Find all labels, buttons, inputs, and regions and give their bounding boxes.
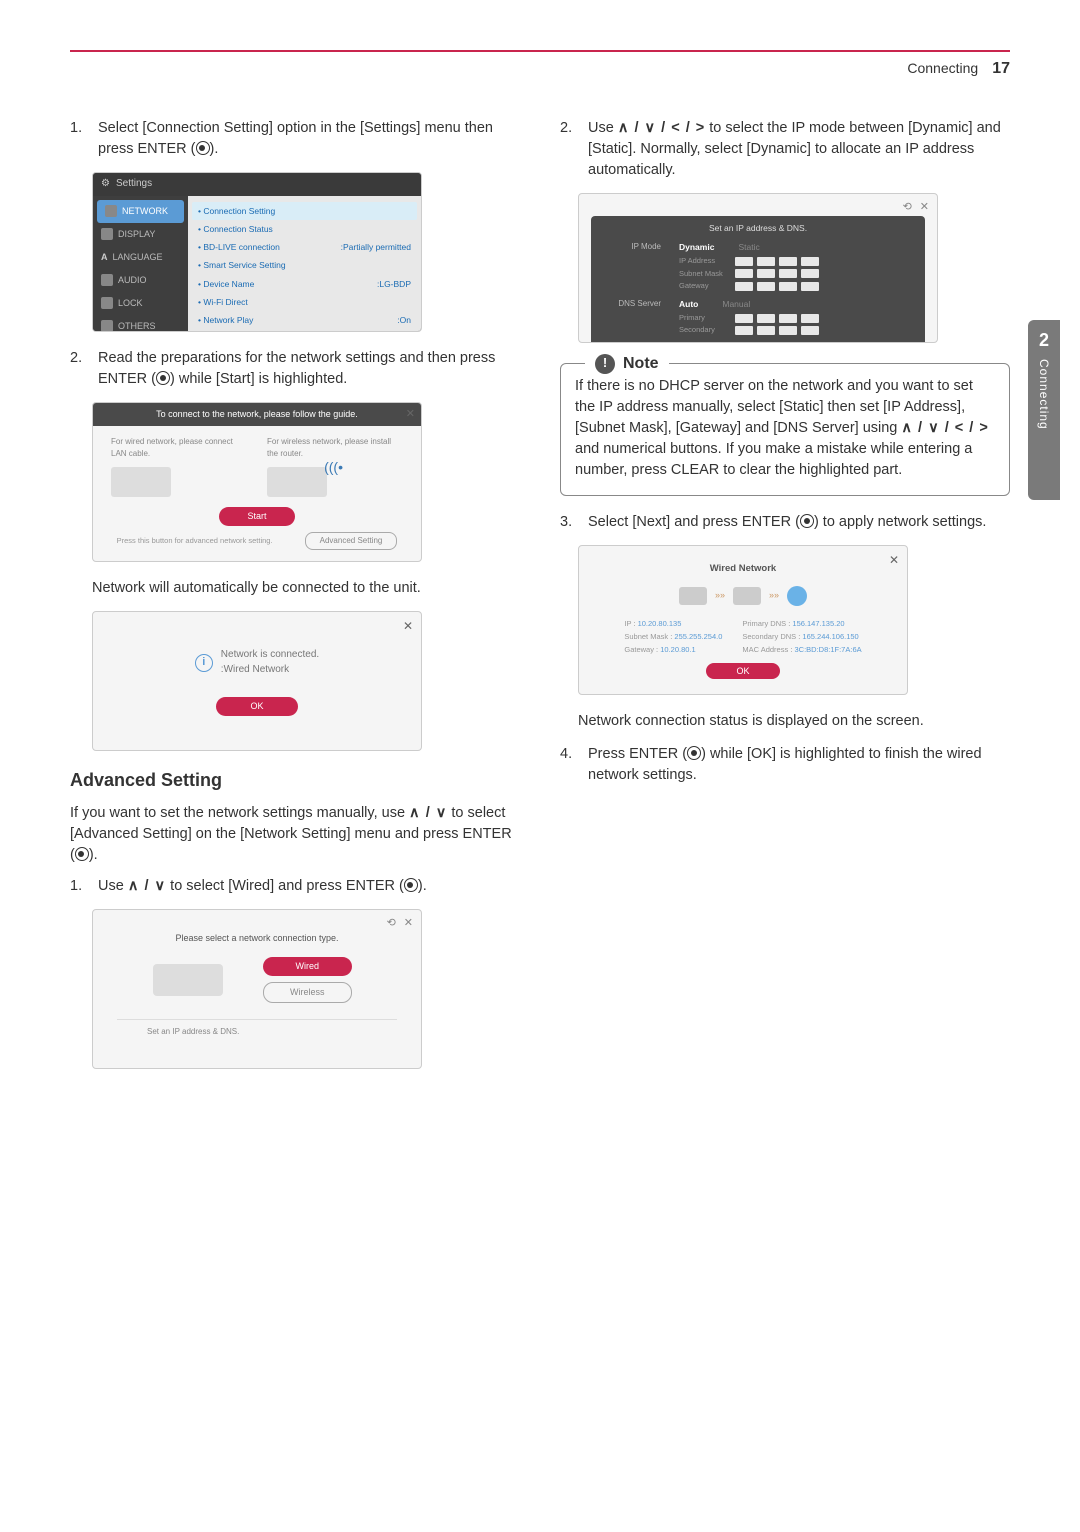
enter-icon bbox=[800, 514, 814, 528]
warning-icon: ! bbox=[595, 354, 615, 374]
info-icon: i bbox=[195, 654, 213, 672]
router-icon bbox=[267, 467, 327, 497]
ss-title-bar: ⚙ Settings bbox=[93, 173, 421, 196]
ok-button: OK bbox=[706, 663, 779, 679]
caption-auto-connect: Network will automatically be connected … bbox=[92, 578, 520, 599]
screenshot-conn-type: ⟲✕ Please select a network connection ty… bbox=[92, 909, 422, 1069]
others-icon bbox=[101, 320, 113, 332]
gear-icon: ⚙ bbox=[101, 177, 110, 192]
screenshot-ip-settings: ⟲✕ Set an IP address & DNS. IP Mode Dyna… bbox=[578, 193, 938, 343]
wired-button: Wired bbox=[263, 957, 352, 976]
screenshot-wired-result: ✕ Wired Network »» »» IP : 10.20.80.135 … bbox=[578, 545, 908, 695]
enter-icon bbox=[156, 371, 170, 385]
globe-icon bbox=[787, 586, 807, 606]
page-header: Connecting 17 bbox=[70, 60, 1010, 78]
close-icon: ✕ bbox=[920, 200, 929, 216]
device-icon bbox=[153, 964, 223, 996]
wireless-button: Wireless bbox=[263, 982, 352, 1003]
ok-button: OK bbox=[216, 697, 297, 716]
back-icon: ⟲ bbox=[387, 916, 396, 932]
start-button: Start bbox=[219, 507, 294, 526]
language-icon: A bbox=[101, 251, 108, 264]
ss-menu: NETWORK DISPLAY ALANGUAGE AUDIO LOCK OTH… bbox=[93, 196, 188, 332]
lock-icon bbox=[101, 297, 113, 309]
close-icon: ✕ bbox=[889, 552, 899, 569]
caption-status: Network connection status is displayed o… bbox=[578, 711, 1010, 732]
advanced-body: If you want to set the network settings … bbox=[70, 803, 520, 866]
enter-icon bbox=[196, 141, 210, 155]
device-icon bbox=[679, 587, 707, 605]
step-text: Select [Connection Setting] option in th… bbox=[98, 118, 520, 160]
adv-step-1: 1. Use ∧ / ∨ to select [Wired] and press… bbox=[70, 876, 520, 897]
screenshot-connected: ✕ i Network is connected. :Wired Network… bbox=[92, 611, 422, 751]
menu-item-audio: AUDIO bbox=[93, 269, 188, 292]
right-step-2: 2. Use ∧ / ∨ / < / > to select the IP mo… bbox=[560, 118, 1010, 181]
left-column: 1. Select [Connection Setting] option in… bbox=[70, 118, 520, 1085]
two-columns: 1. Select [Connection Setting] option in… bbox=[70, 118, 1010, 1085]
enter-icon bbox=[404, 878, 418, 892]
audio-icon bbox=[101, 274, 113, 286]
screenshot-settings: ⚙ Settings NETWORK DISPLAY ALANGUAGE AUD… bbox=[92, 172, 422, 332]
menu-item-others: OTHERS bbox=[93, 315, 188, 332]
note-title: ! Note bbox=[585, 352, 669, 375]
step-num: 1. bbox=[70, 118, 88, 160]
device-icon bbox=[111, 467, 171, 497]
close-icon: ✕ bbox=[403, 618, 413, 635]
advanced-setting-heading: Advanced Setting bbox=[70, 767, 520, 793]
note-body: If there is no DHCP server on the networ… bbox=[575, 376, 995, 481]
enter-icon bbox=[687, 746, 701, 760]
menu-item-language: ALANGUAGE bbox=[93, 246, 188, 269]
right-step-4: 4. Press ENTER () while [OK] is highligh… bbox=[560, 744, 1010, 786]
menu-item-lock: LOCK bbox=[93, 292, 188, 315]
network-icon bbox=[105, 205, 117, 217]
router-icon bbox=[733, 587, 761, 605]
back-icon: ⟲ bbox=[903, 200, 912, 216]
enter-icon bbox=[75, 847, 89, 861]
step-1: 1. Select [Connection Setting] option in… bbox=[70, 118, 520, 160]
screenshot-guide: ✕ To connect to the network, please foll… bbox=[92, 402, 422, 562]
note-box: ! Note If there is no DHCP server on the… bbox=[560, 363, 1010, 496]
page-number: 17 bbox=[992, 60, 1010, 78]
menu-item-display: DISPLAY bbox=[93, 223, 188, 246]
right-column: 2. Use ∧ / ∨ / < / > to select the IP mo… bbox=[560, 118, 1010, 1085]
close-icon: ✕ bbox=[406, 407, 415, 423]
menu-item-network: NETWORK bbox=[97, 200, 184, 223]
section-side-tab: 2 Connecting bbox=[1028, 320, 1060, 500]
close-icon: ✕ bbox=[404, 916, 413, 932]
header-rule bbox=[70, 50, 1010, 52]
right-step-3: 3. Select [Next] and press ENTER () to a… bbox=[560, 512, 1010, 533]
header-section: Connecting bbox=[907, 60, 978, 76]
display-icon bbox=[101, 228, 113, 240]
advanced-setting-button: Advanced Setting bbox=[305, 532, 398, 550]
page: Connecting 17 1. Select [Connection Sett… bbox=[0, 0, 1080, 1125]
step-2: 2. Read the preparations for the network… bbox=[70, 348, 520, 390]
ss-panel: • Connection Setting • Connection Status… bbox=[188, 196, 421, 332]
